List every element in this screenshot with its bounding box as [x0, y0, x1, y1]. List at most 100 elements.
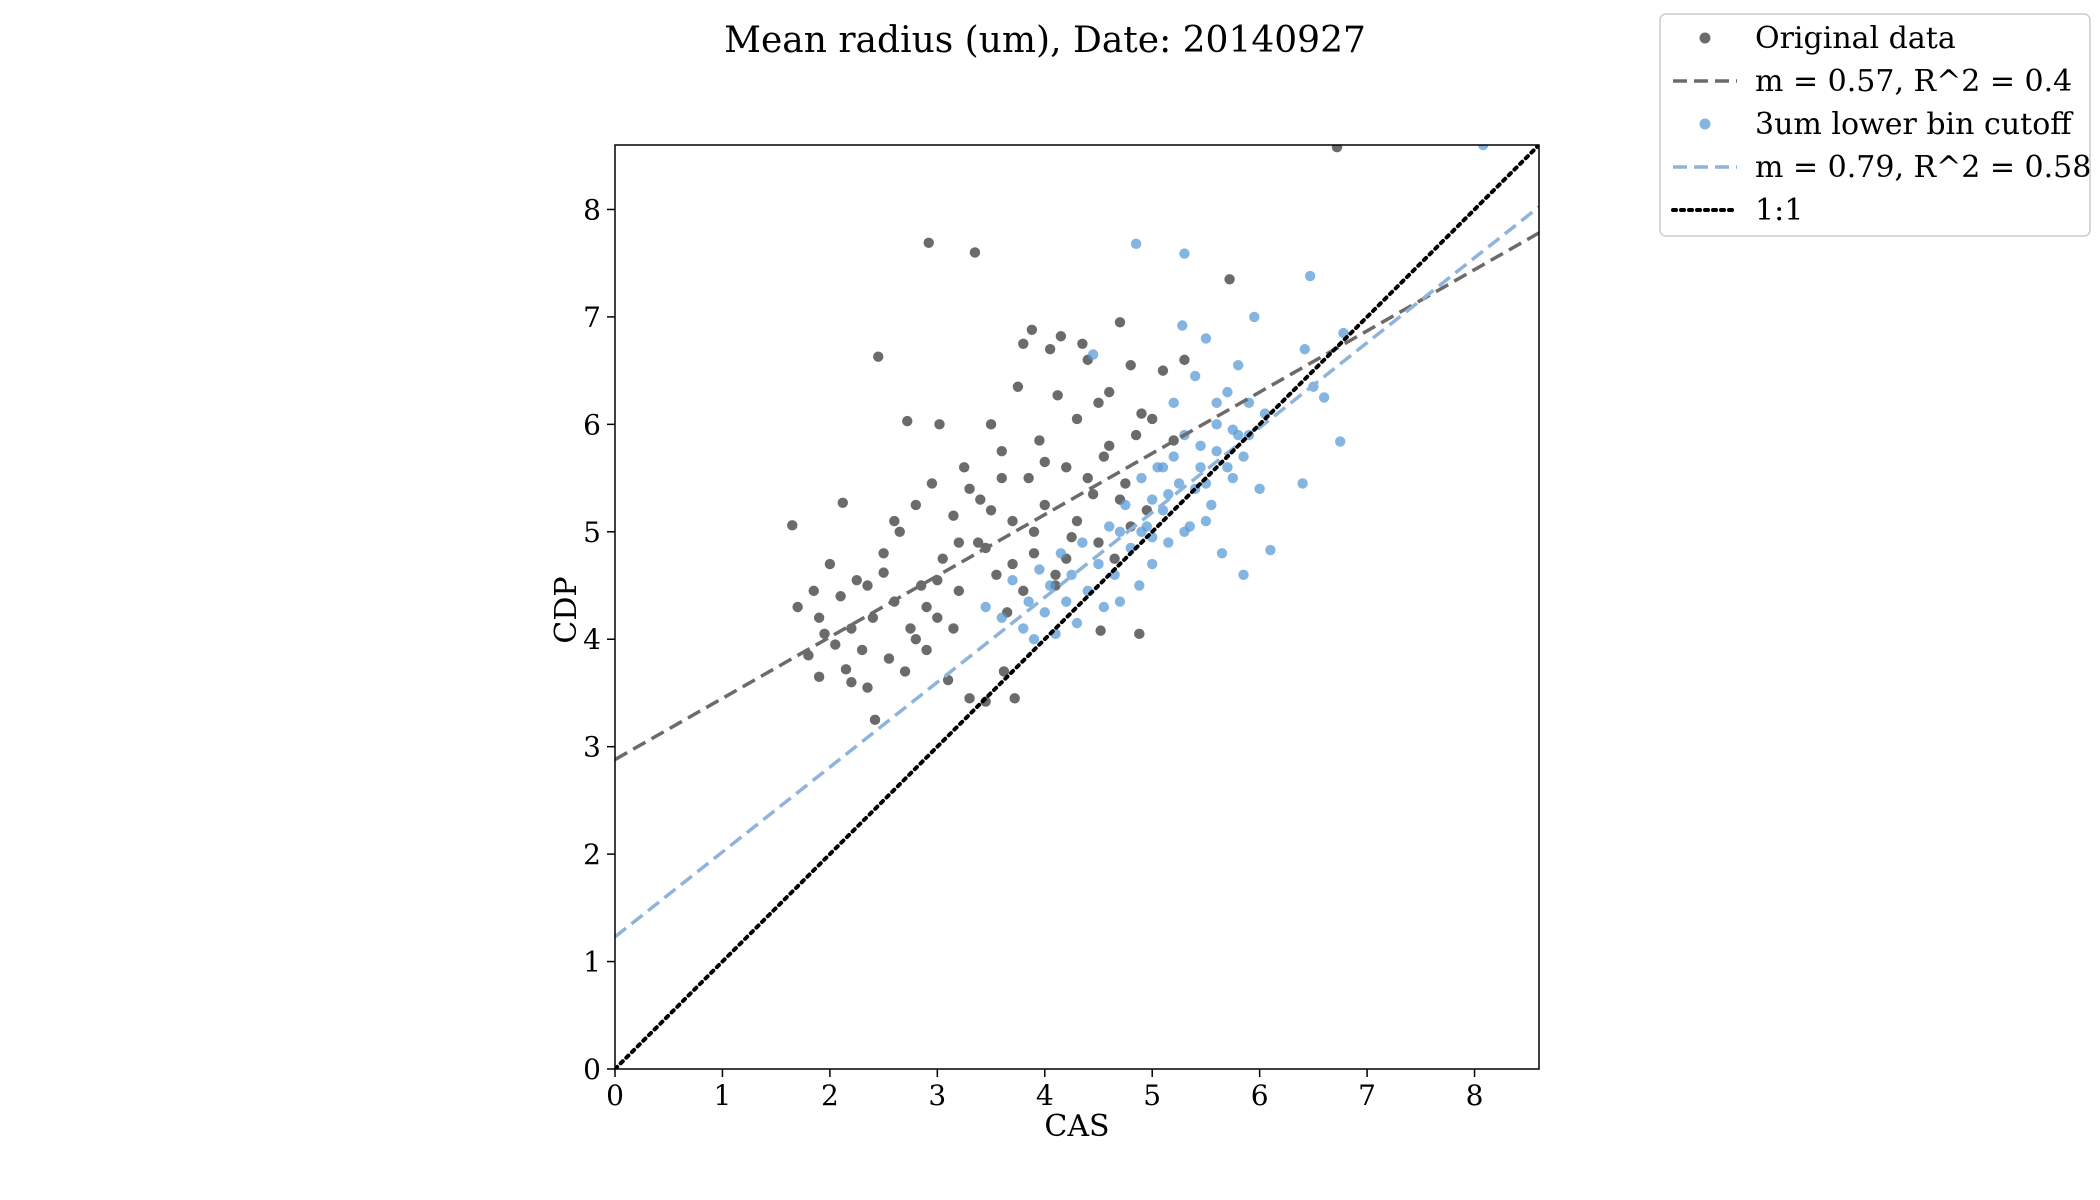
data-point — [985, 505, 997, 516]
data-point — [1227, 424, 1238, 435]
data-point — [964, 693, 975, 704]
data-point — [932, 612, 943, 623]
data-point — [996, 612, 1007, 623]
data-point — [1222, 462, 1233, 473]
data-point — [1168, 451, 1179, 462]
data-point — [1055, 331, 1067, 342]
data-point — [985, 419, 997, 430]
data-point — [1082, 472, 1093, 484]
data-point — [969, 247, 981, 258]
x-tick-label: 5 — [1143, 1079, 1161, 1112]
data-point — [1147, 494, 1158, 505]
data-point — [910, 634, 922, 645]
data-point — [1147, 413, 1158, 425]
data-point — [1007, 558, 1018, 570]
data-point — [1061, 596, 1072, 607]
data-point — [1023, 596, 1034, 607]
data-point — [837, 497, 848, 508]
data-point — [1177, 320, 1188, 331]
scatter-points — [787, 145, 1489, 726]
data-point — [1224, 274, 1235, 285]
data-point — [996, 472, 1007, 484]
data-point — [1034, 564, 1045, 575]
data-point — [1098, 601, 1110, 613]
data-point — [899, 666, 911, 677]
data-point — [1120, 499, 1131, 511]
x-tick-label: 3 — [928, 1079, 946, 1112]
data-point — [1034, 435, 1045, 446]
legend-label: m = 0.79, R^2 = 0.58 — [1755, 150, 2091, 185]
y-tick-label: 8 — [583, 193, 601, 226]
data-point — [1134, 580, 1145, 591]
data-point — [972, 537, 984, 548]
data-point — [937, 553, 948, 564]
one-to-one-line — [615, 145, 1539, 1069]
x-tick-label: 6 — [1251, 1079, 1269, 1112]
x-tick-label: 0 — [606, 1079, 624, 1112]
data-point — [1136, 408, 1147, 419]
data-point — [1114, 526, 1126, 537]
data-point — [1093, 397, 1104, 409]
data-point — [1232, 360, 1244, 371]
data-point — [1071, 413, 1083, 425]
data-point — [1104, 386, 1115, 398]
fit-line — [615, 205, 1539, 939]
legend-marker — [1699, 32, 1711, 44]
data-point — [792, 601, 803, 613]
data-point — [975, 494, 986, 505]
data-point — [1249, 311, 1260, 323]
data-point — [1125, 360, 1136, 371]
data-point — [1304, 270, 1316, 282]
data-point — [1007, 574, 1018, 586]
data-point — [1087, 349, 1099, 360]
fit-line — [615, 231, 1539, 762]
data-point — [1200, 515, 1212, 527]
data-point — [1077, 537, 1088, 548]
data-point — [948, 510, 959, 521]
data-point — [1227, 472, 1238, 484]
data-point — [1109, 553, 1120, 564]
data-point — [1179, 354, 1190, 366]
data-point — [1055, 548, 1067, 559]
data-point — [934, 419, 945, 430]
data-point — [958, 462, 970, 473]
data-point — [1477, 145, 1489, 151]
data-point — [1222, 386, 1233, 398]
data-point — [1050, 569, 1061, 580]
data-point — [998, 666, 1010, 677]
data-point — [894, 526, 905, 537]
data-point — [1195, 462, 1206, 473]
x-tick-label: 2 — [821, 1079, 839, 1112]
y-tick-label: 2 — [583, 838, 601, 871]
data-point — [1238, 569, 1249, 580]
legend-label: 1:1 — [1755, 193, 1803, 228]
data-point — [1195, 440, 1206, 452]
data-point — [1265, 544, 1276, 556]
data-point — [991, 569, 1002, 580]
data-point — [1061, 462, 1072, 473]
data-point — [1335, 436, 1346, 447]
data-point — [1331, 145, 1343, 153]
data-point — [1297, 478, 1308, 489]
data-point — [869, 714, 881, 726]
data-point — [1066, 531, 1077, 543]
data-point — [1130, 238, 1142, 250]
data-point — [1018, 338, 1029, 349]
data-point — [953, 585, 965, 597]
data-point — [883, 653, 895, 664]
y-axis: 0 1 2 3 4 5 6 7 8 — [583, 193, 615, 1086]
legend: Original data m = 0.57, R^2 = 0.4 3um lowe… — [1659, 13, 2091, 237]
data-point — [1044, 580, 1056, 591]
data-point — [1179, 248, 1190, 259]
data-point — [1168, 397, 1179, 409]
data-point — [1071, 617, 1083, 629]
data-point — [1028, 548, 1040, 559]
data-point — [1254, 483, 1265, 495]
data-point — [1157, 365, 1169, 376]
data-point — [910, 499, 922, 511]
data-point — [921, 644, 932, 656]
data-point — [1136, 472, 1147, 484]
data-point — [873, 351, 884, 362]
data-point — [1104, 521, 1115, 532]
data-point — [1189, 370, 1201, 382]
